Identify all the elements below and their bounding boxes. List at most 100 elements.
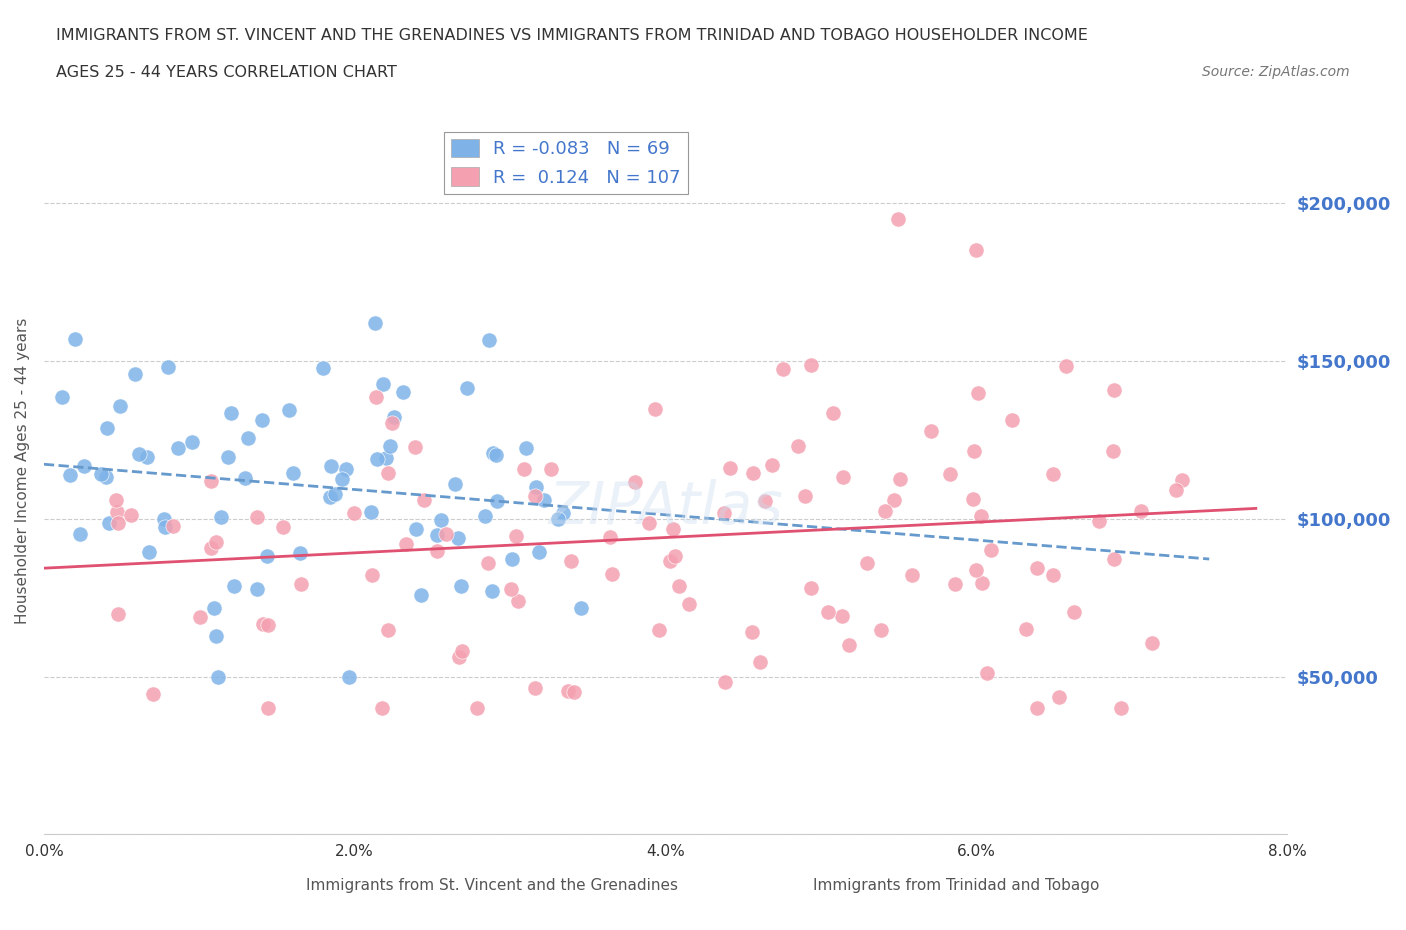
Point — [380, 438, 402, 453]
Point — [63, 331, 86, 346]
Point — [153, 512, 176, 526]
Point — [754, 494, 776, 509]
Point — [1054, 358, 1077, 373]
Point — [794, 489, 817, 504]
Point — [124, 366, 146, 381]
Point — [181, 434, 204, 449]
Point — [335, 461, 357, 476]
Point — [478, 333, 501, 348]
Point — [200, 540, 222, 555]
Point — [1102, 444, 1125, 458]
Point — [135, 449, 157, 464]
Point — [551, 506, 574, 521]
Point — [662, 522, 685, 537]
Point — [162, 519, 184, 534]
Point — [204, 628, 226, 643]
Point — [477, 556, 499, 571]
Point — [823, 405, 845, 420]
Point — [426, 544, 449, 559]
Y-axis label: Householder Income Ages 25 - 44 years: Householder Income Ages 25 - 44 years — [15, 318, 30, 624]
Point — [623, 37, 645, 52]
Point — [637, 515, 659, 530]
Point — [963, 444, 986, 458]
Point — [366, 452, 388, 467]
Point — [1102, 382, 1125, 397]
Point — [233, 471, 256, 485]
Point — [456, 380, 478, 395]
Point — [343, 505, 366, 520]
Text: ZIPAtlas: ZIPAtlas — [548, 479, 783, 536]
Point — [481, 584, 503, 599]
Point — [664, 549, 686, 564]
Point — [217, 450, 239, 465]
Point — [256, 700, 278, 715]
Point — [870, 623, 893, 638]
Point — [252, 413, 274, 428]
Point — [1047, 690, 1070, 705]
Point — [1015, 621, 1038, 636]
Point — [499, 581, 522, 596]
Point — [447, 650, 470, 665]
Point — [221, 406, 243, 421]
Point — [73, 458, 96, 473]
Point — [831, 608, 853, 623]
Point — [465, 700, 488, 715]
Point — [547, 512, 569, 526]
Point — [107, 606, 129, 621]
Point — [800, 357, 823, 372]
Point — [277, 403, 299, 418]
Point — [513, 462, 536, 477]
Point — [648, 622, 671, 637]
Point — [524, 480, 547, 495]
Point — [167, 441, 190, 456]
Point — [505, 529, 527, 544]
Point — [761, 458, 783, 473]
Point — [485, 447, 508, 462]
Point — [1026, 700, 1049, 715]
Point — [624, 474, 647, 489]
Point — [371, 377, 394, 392]
Point — [290, 577, 312, 591]
Point — [200, 473, 222, 488]
Point — [1102, 551, 1125, 566]
Point — [256, 549, 278, 564]
Point — [381, 416, 404, 431]
Point — [319, 489, 342, 504]
Point — [1140, 636, 1163, 651]
Point — [972, 576, 994, 591]
Point — [377, 465, 399, 480]
Point — [557, 684, 579, 698]
Point — [207, 669, 229, 684]
Point — [533, 492, 555, 507]
Point — [205, 534, 228, 549]
Point — [970, 509, 993, 524]
Point — [749, 655, 772, 670]
Point — [157, 360, 180, 375]
Point — [105, 504, 128, 519]
Point — [1001, 412, 1024, 427]
Point — [599, 529, 621, 544]
Point — [883, 493, 905, 508]
Point — [967, 386, 990, 401]
Point — [1171, 473, 1194, 488]
Point — [787, 439, 810, 454]
Point — [444, 477, 467, 492]
Point — [361, 567, 384, 582]
Point — [364, 315, 387, 330]
Point — [1164, 483, 1187, 498]
Point — [426, 528, 449, 543]
Point — [1109, 700, 1132, 715]
Point — [965, 243, 987, 258]
Point — [659, 553, 682, 568]
Point — [817, 604, 839, 619]
Point — [524, 488, 547, 503]
Point — [319, 458, 342, 473]
Text: AGES 25 - 44 YEARS CORRELATION CHART: AGES 25 - 44 YEARS CORRELATION CHART — [56, 65, 396, 80]
Point — [281, 466, 304, 481]
Point — [800, 580, 823, 595]
Point — [412, 492, 434, 507]
Point — [108, 398, 131, 413]
Point — [202, 601, 225, 616]
Point — [411, 587, 433, 602]
Point — [246, 510, 269, 525]
